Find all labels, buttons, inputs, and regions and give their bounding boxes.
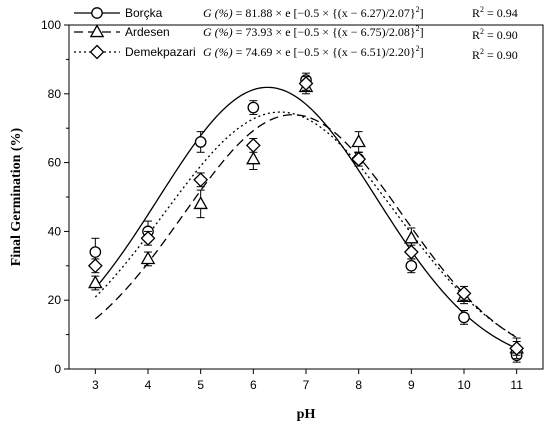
r2-label: R [472, 6, 480, 20]
equation-suffix: ] [420, 45, 424, 59]
r2-value: = 0.94 [484, 6, 518, 20]
legend-equation: G (%) = 74.69 × e [−0.5 × {(x − 6.51)/2.… [203, 44, 424, 59]
data-point-circle [247, 101, 260, 114]
legend-marker-triangle [89, 24, 105, 38]
data-point-triangle [193, 196, 208, 210]
x-tick-label: 9 [408, 378, 415, 392]
data-point-group [140, 251, 156, 267]
data-point-group [458, 310, 470, 325]
fit-curves [94, 86, 518, 349]
legend-entry-2: Ardesen G (%) = 73.93 × e [−0.5 × {(x − 6… [74, 24, 518, 42]
equation-exponent: 2 [416, 24, 420, 33]
data-point-group [245, 137, 261, 153]
data-point-diamond [87, 258, 103, 274]
y-tick-label: 100 [41, 18, 61, 32]
legend-series-name: Ardesen [125, 25, 170, 39]
x-axis-label: pH [297, 407, 316, 422]
axes: 3 4 5 6 7 8 9 10 11 0 20 40 60 80 100 [41, 18, 544, 392]
data-point-triangle [88, 275, 103, 289]
x-tick-label: 7 [303, 378, 310, 392]
data-point-circle [89, 246, 102, 258]
data-point-group [88, 275, 103, 291]
equation-body: = 73.93 × e [−0.5 × {(x − 6.75)/2.08} [236, 25, 416, 39]
data-point-group [351, 151, 367, 167]
legend-r-squared: R2 = 0.90 [472, 27, 518, 42]
x-tick-label: 5 [197, 378, 204, 392]
data-point-group [456, 285, 472, 301]
equation-prefix: G (%) [203, 45, 236, 59]
data-point-triangle [140, 251, 156, 265]
r2-value: = 0.90 [484, 48, 518, 62]
r2-value: = 0.90 [484, 28, 518, 42]
r2-exponent: 2 [480, 47, 484, 56]
legend-marker-diamond [89, 44, 105, 60]
data-point-group [87, 258, 103, 274]
legend-equation: G (%) = 73.93 × e [−0.5 × {(x − 6.75)/2.… [203, 24, 424, 39]
x-tick-label: 4 [145, 378, 152, 392]
data-point-triangle [351, 134, 366, 148]
x-tick-label: 3 [92, 378, 99, 392]
legend-marker-circle [91, 7, 103, 19]
legend: Borçka G (%) = 81.88 × e [−0.5 × {(x − 6.… [74, 5, 518, 62]
x-tick-label: 8 [355, 378, 362, 392]
y-axis-label: Final Germination (%) [9, 127, 24, 266]
data-point-triangle [404, 230, 419, 244]
data-point-diamond [298, 76, 314, 91]
y-tick-label: 60 [48, 156, 62, 170]
data-point-diamond [403, 244, 419, 260]
y-tick-label: 40 [48, 224, 62, 238]
r2-exponent: 2 [480, 27, 484, 36]
equation-body: = 81.88 × e [−0.5 × {(x − 6.27)/2.07} [236, 6, 416, 20]
equation-exponent: 2 [416, 5, 420, 14]
data-point-group [351, 131, 366, 153]
equation-body: = 74.69 × e [−0.5 × {(x − 6.51)/2.20} [236, 45, 416, 59]
fit-curve-2 [94, 114, 518, 339]
data-point-diamond [140, 230, 156, 246]
fit-curve-3 [94, 111, 517, 338]
data-point-triangle [246, 151, 261, 165]
data-point-circle [405, 259, 418, 272]
fit-curve-1 [94, 86, 517, 349]
y-tick-label: 80 [48, 87, 62, 101]
legend-r-squared: R2 = 0.94 [472, 5, 518, 20]
data-point-diamond [351, 151, 367, 167]
legend-r-squared: R2 = 0.90 [472, 47, 518, 62]
data-point-diamond [193, 172, 209, 188]
legend-entry-1: Borçka G (%) = 81.88 × e [−0.5 × {(x − 6.… [74, 5, 518, 20]
equation-suffix: ] [420, 25, 424, 39]
legend-equation: G (%) = 81.88 × e [−0.5 × {(x − 6.27)/2.… [203, 5, 424, 20]
y-tick-label: 0 [54, 362, 61, 376]
r2-exponent: 2 [480, 5, 484, 14]
data-point-group [193, 189, 208, 219]
legend-series-name: Demekpazari [125, 45, 196, 59]
data-point-group [193, 172, 209, 188]
r2-label: R [472, 28, 480, 42]
x-tick-label: 11 [510, 378, 523, 392]
equation-prefix: G (%) [203, 6, 236, 20]
data-point-circle [458, 311, 470, 324]
x-tick-label: 10 [457, 378, 471, 392]
y-tick-label: 20 [48, 293, 62, 307]
r2-label: R [472, 48, 480, 62]
legend-entry-3: Demekpazari G (%) = 74.69 × e [−0.5 × {(x… [74, 44, 518, 62]
data-point-group [140, 230, 156, 246]
legend-series-name: Borçka [125, 6, 163, 20]
x-tick-label: 6 [250, 378, 257, 392]
data-point-group [403, 244, 419, 260]
data-point-diamond [456, 285, 472, 301]
data-points [87, 72, 525, 363]
data-point-group [509, 340, 525, 356]
data-point-group [247, 100, 260, 115]
data-point-diamond [509, 340, 525, 356]
equation-suffix: ] [420, 6, 424, 20]
data-point-group [298, 76, 314, 91]
data-point-circle [194, 136, 207, 148]
equation-prefix: G (%) [203, 25, 236, 39]
equation-exponent: 2 [416, 44, 420, 53]
data-point-group [194, 131, 207, 153]
data-point-diamond [245, 137, 261, 153]
data-point-group [405, 258, 418, 274]
